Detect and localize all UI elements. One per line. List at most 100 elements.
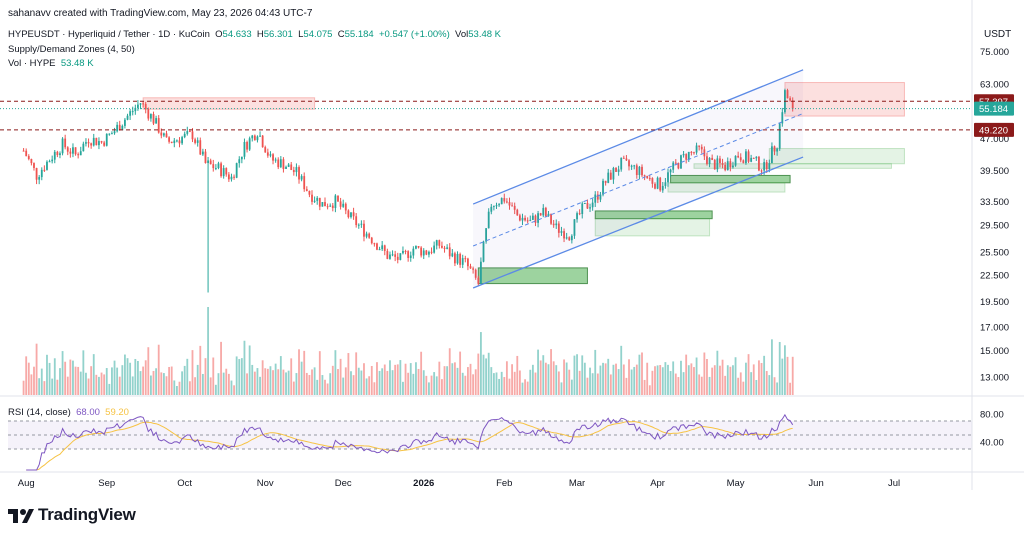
candle-body [279,159,282,168]
volume-bar [48,362,51,395]
high-value: 56.301 [263,29,293,40]
volume-bar [648,385,651,395]
time-tick-label: Aug [18,478,35,489]
price-tick-label: 63.000 [980,80,1009,91]
volume-bar [100,372,103,395]
price-tick-label: 25.500 [980,247,1009,258]
volume-bar [376,362,378,395]
candle-body [347,210,350,218]
volume-bar [547,364,550,395]
candle-body [521,217,524,221]
volume-bar [191,350,194,395]
candle-body [674,162,677,164]
candle-body [103,142,106,146]
candle-body [64,138,67,148]
volume-bar [173,380,176,395]
volume-bar [711,367,714,395]
volume-bar [155,368,158,395]
volume-bar [729,366,732,395]
candle-body [150,114,152,119]
volume-bar [641,352,643,395]
candle-body [95,137,98,146]
candle-body [61,138,64,154]
candle-body [287,164,290,167]
candle-body [459,253,462,265]
candle-body [144,103,147,110]
candle-body [729,161,732,168]
volume-bar [69,359,72,395]
volume-bar [654,366,656,395]
candle-body [583,202,586,204]
candle-body [659,177,662,191]
candle-body [77,154,80,156]
volume-bar [318,351,321,395]
volume-bar [693,367,695,395]
candle-body [651,178,654,184]
candle-body [648,178,651,180]
volume-bar [495,372,498,395]
candle-body [778,123,781,149]
candle-body [625,158,628,161]
volume-bar [235,356,238,395]
candle-body [368,233,371,238]
candle-body [391,254,394,256]
candle-body [204,151,207,164]
rsi-legend[interactable]: RSI (14, close) 68.00 59.20 [8,407,129,418]
volume-bar [713,365,716,395]
volume-bar [108,383,111,395]
volume-bar [428,382,430,395]
volume-bar [563,359,565,395]
volume-bar [703,352,706,395]
candle-body [638,166,641,175]
candle-body [186,131,189,134]
candle-body [578,213,581,215]
candle-body [724,164,727,171]
volume-bar [596,373,599,395]
symbol-title[interactable]: HYPEUSDT · Hyperliquid / Tether · 1D · K… [8,29,210,40]
time-tick-label: May [727,478,745,489]
candle-body [165,133,168,138]
open-value: 54.633 [222,29,252,40]
volume-bar [706,359,708,395]
candle-body [565,237,568,239]
candle-body [664,182,667,186]
volume-bar [409,363,412,395]
volume-bar [719,365,721,395]
candle-body [253,135,256,141]
volume-legend-label: Vol · HYPE [8,58,56,69]
volume-bar [573,355,576,395]
volume-bar [30,374,33,395]
close-label: C [337,29,345,40]
time-tick-label: Dec [335,478,352,489]
candle-body [737,155,740,158]
volume-label: Vol [455,29,469,40]
candle-body [734,155,737,166]
candle-body [25,150,28,157]
zones-layer [142,82,905,285]
volume-bar [529,369,532,395]
candle-body [550,213,552,224]
volume-bar [292,381,295,395]
volume-bar [329,373,332,395]
candle-body [474,269,477,278]
candle-body [116,124,119,132]
candle-body [131,111,134,113]
time-tick-label: Oct [177,478,192,489]
volume-bar [381,368,384,395]
volume-bar [594,349,597,395]
candle-body [196,140,199,143]
indicator-legend[interactable]: Supply/Demand Zones (4, 50) [8,44,135,55]
volume-bar [116,367,119,395]
volume-bar [105,368,108,395]
candle-body [721,163,724,165]
candle-body [786,90,789,99]
candle-body [300,176,303,180]
candle-body [295,167,298,173]
volume-legend[interactable]: Vol · HYPE 53.48 K [8,58,94,69]
time-tick-label: Sep [98,478,115,489]
volume-bar [628,359,630,395]
candle-body [456,253,459,264]
volume-bar [251,364,254,395]
volume-bar [134,358,137,395]
